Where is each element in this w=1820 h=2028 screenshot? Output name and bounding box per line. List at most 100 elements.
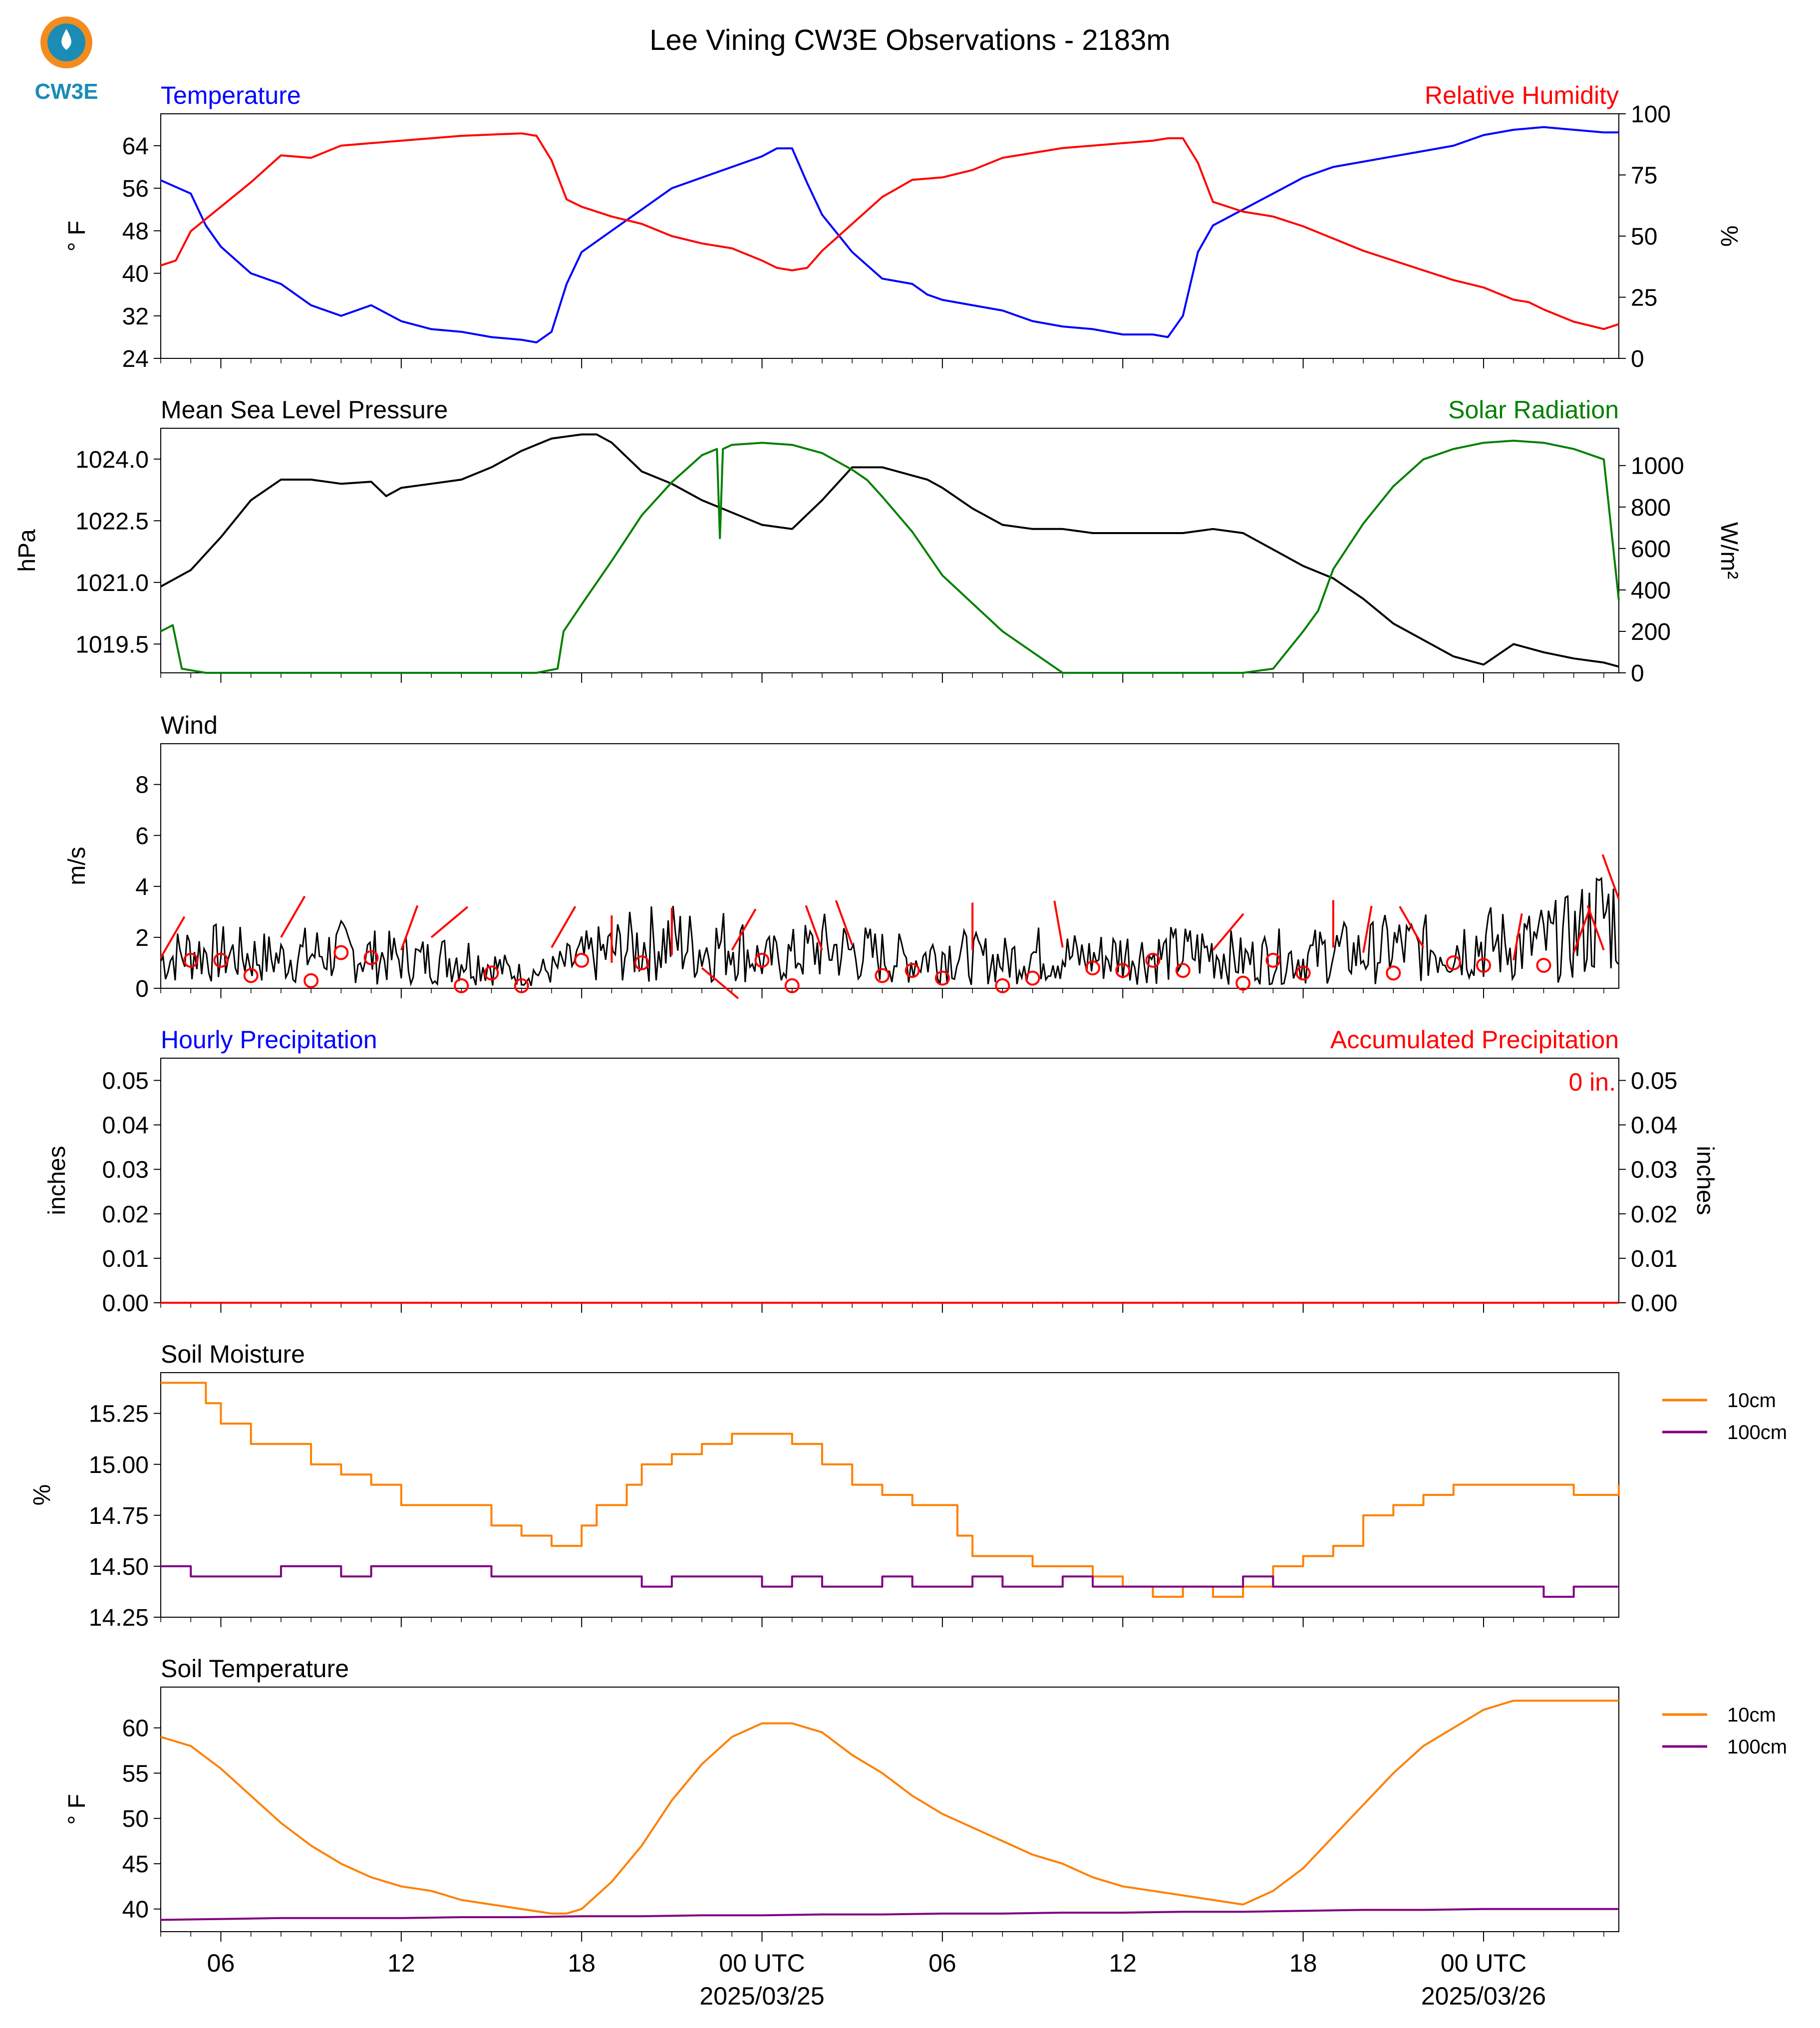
y-tick-label-left: 1019.5 <box>75 631 149 658</box>
wind-barb <box>731 908 757 951</box>
accumulated-annotation: 0 in. <box>1568 1068 1616 1096</box>
y-tick-label-right: 400 <box>1631 578 1671 604</box>
series-line <box>161 1565 1619 1598</box>
plot-frame <box>160 1687 1619 1932</box>
y-tick-label-left: 50 <box>122 1806 149 1832</box>
wind-barb-calm <box>1386 965 1401 981</box>
y-tick-label-left: 0 <box>135 976 149 1002</box>
panel-right-title: Solar Radiation <box>1448 396 1619 424</box>
wind-barb <box>551 906 577 948</box>
panel-3: Wind m/s 0 2 4 6 8 <box>64 711 1620 1002</box>
x-date-label: 2025/03/25 <box>699 1982 824 2010</box>
x-tick-label: 06 <box>207 1949 235 1977</box>
logo-drop-icon <box>61 29 71 50</box>
y-tick-label-left: 64 <box>122 133 149 160</box>
x-tick-label: 12 <box>387 1949 415 1977</box>
y-axis-label-left: ° F <box>64 1794 90 1825</box>
panel-left-title: Hourly Precipitation <box>161 1026 377 1054</box>
y-tick-label-left: 0.03 <box>102 1157 149 1183</box>
y-tick-label-right: 600 <box>1631 536 1671 563</box>
wind-barb-calm <box>1145 952 1161 968</box>
wind-barb <box>280 895 306 938</box>
y-tick-label-right: 0.05 <box>1631 1068 1677 1095</box>
series-line <box>160 439 1620 674</box>
wind-barb <box>1572 907 1591 953</box>
wind-barb-calm <box>1235 975 1251 991</box>
y-axis-label-left: % <box>29 1484 55 1506</box>
series-mean-sea-level-pressure <box>160 433 1619 668</box>
plot-frame <box>160 743 1619 989</box>
panel-4: Hourly Precipitation Accumulated Precipit… <box>44 1026 1718 1317</box>
panel-right-title: Relative Humidity <box>1425 81 1619 109</box>
x-tick-label: 18 <box>568 1949 596 1977</box>
wind-barb-calm <box>634 955 649 970</box>
legend-label: 100cm <box>1727 1422 1787 1444</box>
wind-barb-calm <box>934 970 950 986</box>
wind-barb-calm <box>574 952 590 968</box>
y-tick-label-right: 0.01 <box>1631 1246 1677 1272</box>
series-line <box>160 1908 1619 1921</box>
x-tick-label: 00 UTC <box>1441 1949 1526 1977</box>
y-axis-label-left: hPa <box>14 529 40 572</box>
y-tick-label-left: 55 <box>122 1760 149 1787</box>
wind-barb-calm <box>333 945 349 960</box>
panel-5: Soil Moisture% 14.25 14.50 14.75 15.00 15.25 1… <box>29 1340 1787 1631</box>
y-tick-label-right: 100 <box>1631 101 1671 128</box>
wind-barb <box>701 967 739 999</box>
panel-left-title: Soil Moisture <box>161 1340 305 1368</box>
wind-barb-calm <box>363 950 379 965</box>
y-axis-label-right: inches <box>1692 1146 1718 1215</box>
y-tick-label-left: 0.05 <box>102 1068 149 1095</box>
wind-barb-calm <box>514 978 529 993</box>
wind-barb-calm <box>1536 958 1551 973</box>
y-tick-label-right: 1000 <box>1631 453 1684 480</box>
wind-barb-calm <box>875 968 890 983</box>
y-axis-label-right: % <box>1716 226 1742 247</box>
series-line <box>160 1700 1619 1915</box>
y-tick-label-left: 48 <box>122 218 149 245</box>
y-tick-label-right: 0.02 <box>1631 1201 1677 1228</box>
y-tick-label-left: 60 <box>122 1716 149 1742</box>
cw3e-logo: CW3E <box>34 16 98 104</box>
y-axis-label-right: W/m² <box>1716 522 1742 579</box>
wind-barb <box>400 905 419 951</box>
series-temperature <box>160 126 1619 343</box>
y-tick-label-left: 14.50 <box>89 1554 149 1580</box>
y-tick-label-left: 14.25 <box>89 1605 149 1631</box>
series-10cm <box>161 1382 1620 1598</box>
x-tick-label: 12 <box>1109 1949 1137 1977</box>
legend: 10cm 100cm <box>1662 1390 1787 1444</box>
y-tick-label-right: 75 <box>1631 163 1657 189</box>
y-tick-label-left: 56 <box>122 176 149 202</box>
y-tick-label-left: 2 <box>135 925 149 951</box>
y-tick-label-right: 0 <box>1631 346 1644 372</box>
wind-barb <box>1399 906 1425 948</box>
panel-left-title: Mean Sea Level Pressure <box>161 396 448 424</box>
wind-barb-calm <box>454 978 469 993</box>
plot-frame <box>160 1058 1619 1303</box>
panel-left-title: Wind <box>161 711 218 739</box>
y-tick-label-left: 15.25 <box>89 1401 149 1428</box>
panel-left-title: Soil Temperature <box>161 1655 349 1683</box>
series-line <box>161 1382 1620 1598</box>
y-tick-label-left: 0.00 <box>102 1290 149 1317</box>
x-tick-label: 00 UTC <box>719 1949 805 1977</box>
wind-barb-calm <box>484 965 499 981</box>
logo-text: CW3E <box>34 79 98 104</box>
wind-barb <box>160 916 186 958</box>
wind-barb-calm <box>1446 955 1461 970</box>
wind-barb <box>1053 900 1064 948</box>
wind-barb <box>430 906 469 938</box>
panel-6: Soil Temperature ° F 40 45 50 55 60 10cm 100cm <box>64 1655 1787 1942</box>
wind-barb-calm <box>995 978 1010 993</box>
x-axis-labels: 06 12 18 00 UTC 2025/03/25 06 12 18 00 UTC 2025/0… <box>207 1949 1546 2010</box>
wind-barb-calm <box>1175 963 1191 978</box>
panel-2: Mean Sea Level Pressure Solar Radiation hP… <box>14 396 1742 687</box>
panel-left-title: Temperature <box>161 81 301 109</box>
y-tick-label-left: 1022.5 <box>75 508 149 535</box>
y-tick-label-left: 24 <box>122 346 149 372</box>
wind-barb-calm <box>905 963 920 978</box>
y-axis-label-left: m/s <box>64 847 90 885</box>
wind-barb-calm <box>784 978 800 993</box>
